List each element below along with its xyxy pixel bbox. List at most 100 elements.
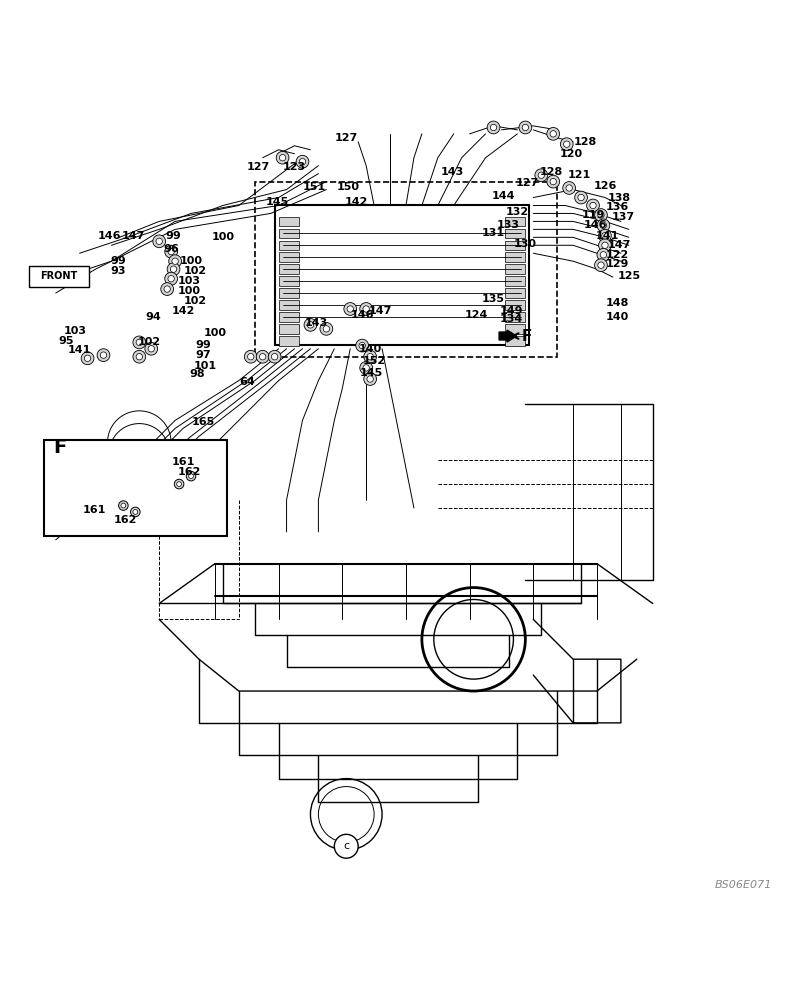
Circle shape (367, 354, 373, 360)
Circle shape (334, 834, 358, 858)
Text: 147: 147 (122, 231, 146, 241)
Circle shape (323, 326, 330, 332)
Circle shape (169, 255, 181, 268)
Circle shape (153, 235, 166, 248)
Circle shape (186, 471, 196, 481)
Text: 94: 94 (146, 312, 162, 322)
Text: 125: 125 (617, 271, 641, 281)
Text: 99: 99 (166, 231, 181, 241)
Circle shape (174, 479, 184, 489)
Text: 101: 101 (193, 361, 217, 371)
Text: 98: 98 (189, 369, 205, 379)
Circle shape (597, 248, 610, 261)
Circle shape (164, 286, 170, 292)
Text: 130: 130 (514, 239, 537, 249)
Text: 127: 127 (247, 162, 271, 172)
Bar (505, 300, 525, 310)
Text: c: c (343, 841, 349, 851)
FancyBboxPatch shape (44, 440, 227, 536)
Circle shape (304, 319, 317, 331)
Text: 100: 100 (178, 286, 201, 296)
Text: 161: 161 (171, 457, 195, 467)
Circle shape (165, 245, 178, 258)
Circle shape (136, 339, 142, 346)
Circle shape (100, 352, 107, 358)
Circle shape (170, 266, 177, 272)
Circle shape (597, 219, 610, 232)
Circle shape (168, 248, 174, 255)
Circle shape (189, 474, 193, 479)
Text: 151: 151 (302, 182, 326, 192)
Text: 162: 162 (178, 467, 201, 477)
Text: 161: 161 (82, 505, 106, 515)
Circle shape (119, 501, 128, 510)
Text: 128: 128 (573, 137, 597, 147)
Bar (279, 229, 298, 238)
FancyArrow shape (499, 330, 517, 342)
Circle shape (133, 350, 146, 363)
Circle shape (268, 350, 281, 363)
Text: 122: 122 (605, 250, 629, 260)
Circle shape (600, 252, 607, 258)
Text: 95: 95 (58, 336, 74, 346)
Text: 100: 100 (204, 328, 226, 338)
Text: 143: 143 (440, 167, 464, 177)
Text: 146: 146 (350, 310, 374, 320)
Bar (505, 229, 525, 238)
Text: 147: 147 (607, 240, 631, 250)
Bar (279, 241, 298, 250)
Circle shape (598, 212, 604, 218)
Text: 93: 93 (110, 266, 126, 276)
Circle shape (307, 322, 314, 328)
Circle shape (296, 155, 309, 168)
Circle shape (535, 169, 548, 182)
Text: 102: 102 (183, 296, 207, 306)
Circle shape (367, 376, 373, 382)
Text: 132: 132 (505, 207, 529, 217)
Circle shape (363, 306, 369, 312)
Circle shape (359, 342, 365, 349)
Text: 102: 102 (138, 337, 162, 347)
Text: 100: 100 (212, 232, 234, 242)
Circle shape (598, 262, 604, 268)
Circle shape (587, 199, 599, 212)
Text: 136: 136 (605, 202, 629, 212)
Circle shape (133, 510, 138, 514)
Text: 140: 140 (605, 312, 629, 322)
Circle shape (148, 346, 154, 352)
Circle shape (299, 159, 306, 165)
Circle shape (602, 233, 608, 239)
Circle shape (320, 322, 333, 335)
Text: 129: 129 (605, 259, 629, 269)
Text: 126: 126 (593, 181, 617, 191)
Text: 99: 99 (110, 256, 126, 266)
Text: 99: 99 (195, 340, 211, 350)
Circle shape (256, 350, 269, 363)
Text: 141: 141 (68, 345, 92, 355)
Text: 152: 152 (362, 356, 386, 366)
Circle shape (538, 172, 544, 178)
Circle shape (244, 350, 257, 363)
Circle shape (121, 503, 126, 508)
Circle shape (347, 306, 353, 312)
Circle shape (161, 283, 174, 295)
Circle shape (590, 202, 596, 209)
Circle shape (487, 121, 500, 134)
Text: 141: 141 (595, 231, 619, 241)
Text: 146: 146 (583, 220, 607, 230)
Bar (505, 276, 525, 286)
Text: 131: 131 (482, 228, 505, 238)
Circle shape (84, 355, 91, 361)
Text: 150: 150 (338, 182, 360, 192)
Circle shape (165, 272, 178, 285)
Text: 134: 134 (499, 314, 523, 324)
Circle shape (97, 349, 110, 361)
Bar (505, 264, 525, 274)
Circle shape (599, 239, 611, 252)
Bar (279, 276, 298, 286)
Circle shape (600, 222, 607, 229)
Text: 148: 148 (605, 298, 629, 308)
Circle shape (360, 303, 373, 315)
Text: 135: 135 (482, 294, 505, 304)
Bar (279, 300, 298, 310)
